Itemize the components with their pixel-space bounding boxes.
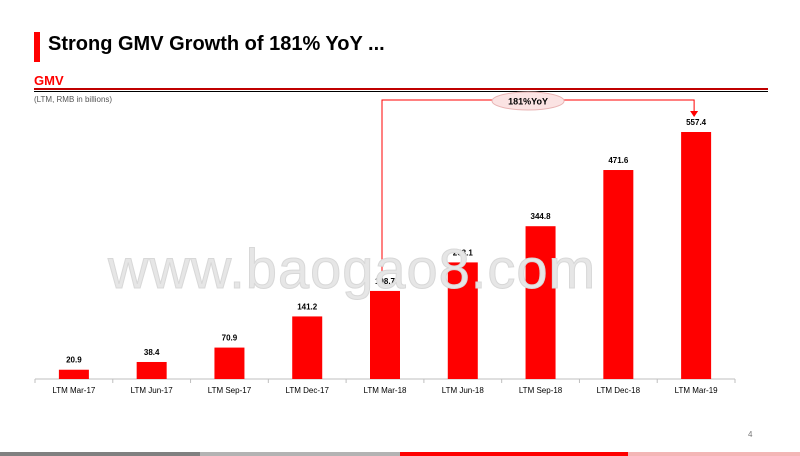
x-tick-label: LTM Mar-18 <box>364 386 408 395</box>
footer-strip-1 <box>0 452 200 456</box>
section-label: GMV <box>34 73 64 88</box>
data-label: 344.8 <box>531 212 552 221</box>
bar <box>214 347 245 379</box>
x-tick-label: LTM Jun-18 <box>442 386 485 395</box>
page-number: 4 <box>748 430 753 439</box>
data-label: 557.4 <box>686 118 707 127</box>
data-label: 198.7 <box>375 277 396 286</box>
x-tick-label: LTM Dec-17 <box>286 386 330 395</box>
bar <box>58 369 89 379</box>
x-tick-label: LTM Sep-18 <box>519 386 563 395</box>
x-tick-label: LTM Dec-18 <box>597 386 641 395</box>
watermark: www.baogao8.com <box>107 237 597 301</box>
bar <box>525 226 556 379</box>
section-rule-thin <box>34 91 768 92</box>
data-label: 38.4 <box>144 348 160 357</box>
bar <box>136 361 167 379</box>
yoy-label: 181%YoY <box>508 97 548 107</box>
x-tick-label: LTM Mar-17 <box>52 386 96 395</box>
yoy-arrowhead <box>690 111 699 117</box>
bar <box>370 290 400 379</box>
page-title: Strong GMV Growth of 181% YoY ... <box>48 33 385 55</box>
footer-strip-3 <box>400 452 628 456</box>
section-rule <box>34 88 768 90</box>
x-tick-label: LTM Jun-17 <box>131 386 174 395</box>
data-label: 20.9 <box>66 356 82 365</box>
footer-strip-4 <box>628 452 800 456</box>
footer-strip-2 <box>200 452 400 456</box>
bar <box>447 262 478 379</box>
bar <box>603 170 634 379</box>
title-accent-bar <box>34 32 40 62</box>
data-label: 263.1 <box>453 248 474 257</box>
yoy-badge <box>491 91 565 111</box>
units-note: (LTM, RMB in billions) <box>34 95 113 104</box>
data-label: 70.9 <box>222 334 238 343</box>
data-label: 141.2 <box>297 302 318 311</box>
x-tick-label: LTM Sep-17 <box>208 386 252 395</box>
bar <box>292 316 323 379</box>
x-tick-label: LTM Mar-19 <box>675 386 719 395</box>
data-label: 471.6 <box>608 156 629 165</box>
bar <box>681 132 712 379</box>
